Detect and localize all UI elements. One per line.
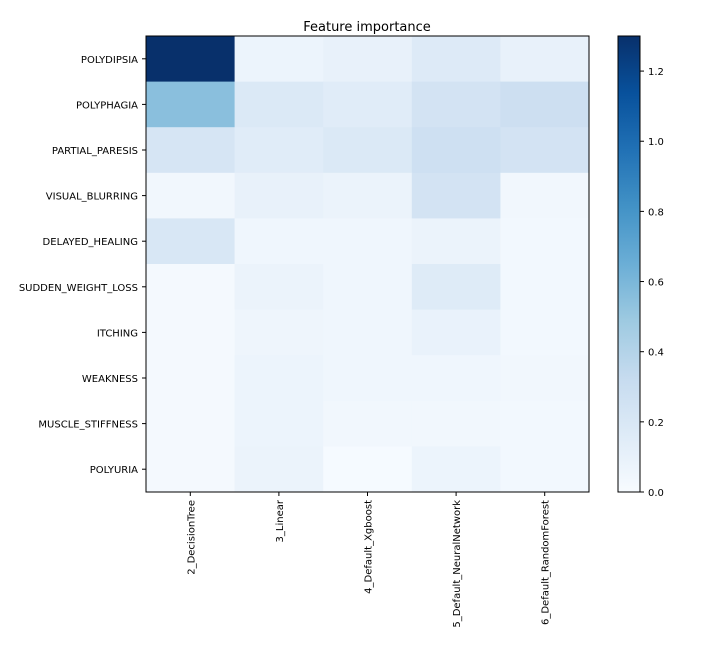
colorbar-tick-label: 0.8 <box>648 207 664 218</box>
colorbar-tick-label: 0.2 <box>648 418 664 429</box>
heatmap-cell <box>411 218 501 265</box>
colorbar-tick-label: 1.0 <box>648 137 664 148</box>
heatmap-cell <box>411 446 501 493</box>
heatmap-cell <box>500 400 590 447</box>
heatmap-cell <box>323 400 413 447</box>
heatmap-cell <box>411 355 501 402</box>
heatmap-cell <box>500 81 590 128</box>
y-tick-label: ITCHING <box>97 328 138 339</box>
heatmap-cell <box>146 172 236 219</box>
heatmap-cell <box>411 264 501 311</box>
x-tick-label: 4_Default_Xgboost <box>364 500 375 594</box>
heatmap-cell <box>323 446 413 493</box>
heatmap-cell <box>500 309 590 356</box>
heatmap-cell <box>500 264 590 311</box>
y-tick-label: DELAYED_HEALING <box>43 237 138 248</box>
colorbar-tick-label: 0.4 <box>648 348 664 359</box>
heatmap-cell <box>411 127 501 174</box>
y-tick-label: MUSCLE_STIFFNESS <box>38 420 138 431</box>
heatmap-cell <box>234 400 324 447</box>
heatmap-cell <box>146 218 236 265</box>
y-tick-label: POLYDIPSIA <box>81 55 138 66</box>
heatmap-cell <box>146 81 236 128</box>
heatmap-cell <box>234 127 324 174</box>
chart-title: Feature importance <box>303 20 431 35</box>
heatmap-cell <box>323 81 413 128</box>
heatmap-cell <box>500 218 590 265</box>
heatmap-cell <box>411 400 501 447</box>
heatmap-cell <box>500 127 590 174</box>
heatmap-cell <box>323 355 413 402</box>
x-tick-label: 6_Default_RandomForest <box>541 500 552 625</box>
heatmap-cell <box>500 355 590 402</box>
heatmap-cell <box>146 127 236 174</box>
y-axis: POLYDIPSIA POLYPHAGIA PARTIAL_PARESIS VISUA… <box>19 55 146 476</box>
y-tick-label: POLYURIA <box>90 465 138 476</box>
heatmap-cell <box>234 264 324 311</box>
heatmap-cell <box>323 172 413 219</box>
heatmap-cell <box>234 81 324 128</box>
heatmap-cell <box>146 309 236 356</box>
heatmap-cell <box>234 218 324 265</box>
heatmap-cell <box>323 309 413 356</box>
y-tick-label: PARTIAL_PARESIS <box>52 146 138 157</box>
heatmap-cell <box>323 218 413 265</box>
heatmap-cell <box>323 127 413 174</box>
heatmap-cell <box>234 309 324 356</box>
y-tick-label: VISUAL_BLURRING <box>46 192 138 203</box>
heatmap-cell <box>146 355 236 402</box>
colorbar-tick-label: 0.6 <box>648 278 664 289</box>
heatmap-cell <box>411 36 501 83</box>
heatmap-cell <box>323 36 413 83</box>
x-axis: 2_DecisionTree 3_Linear 4_Default_Xgboost 5… <box>186 492 552 628</box>
heatmap-cell <box>146 400 236 447</box>
colorbar-tick-label: 1.2 <box>648 67 664 78</box>
heatmap-cell <box>500 446 590 493</box>
colorbar <box>617 35 641 493</box>
y-tick-label: SUDDEN_WEIGHT_LOSS <box>19 283 138 294</box>
heatmap-cell <box>500 36 590 83</box>
heatmap-cell <box>411 81 501 128</box>
x-tick-label: 3_Linear <box>275 499 286 542</box>
heatmap-cell <box>411 309 501 356</box>
heatmap-cell <box>234 36 324 83</box>
x-tick-label: 5_Default_NeuralNetwork <box>452 500 463 628</box>
heatmap-cell <box>146 264 236 311</box>
colorbar-tick-label: 0.0 <box>648 488 664 499</box>
heatmap-cell <box>234 355 324 402</box>
heatmap-cell <box>500 172 590 219</box>
y-tick-label: WEAKNESS <box>82 374 138 385</box>
heatmap-cell <box>146 446 236 493</box>
heatmap-cell <box>234 446 324 493</box>
heatmap-cell <box>411 172 501 219</box>
y-tick-label: POLYPHAGIA <box>76 100 138 111</box>
heatmap-cells <box>146 36 590 493</box>
heatmap-cell <box>234 172 324 219</box>
heatmap-cell <box>146 36 236 83</box>
heatmap-cell <box>323 264 413 311</box>
x-tick-label: 2_DecisionTree <box>186 500 197 575</box>
colorbar-ticks: 0.0 0.2 0.4 0.6 0.8 1.0 1.2 <box>640 67 664 499</box>
